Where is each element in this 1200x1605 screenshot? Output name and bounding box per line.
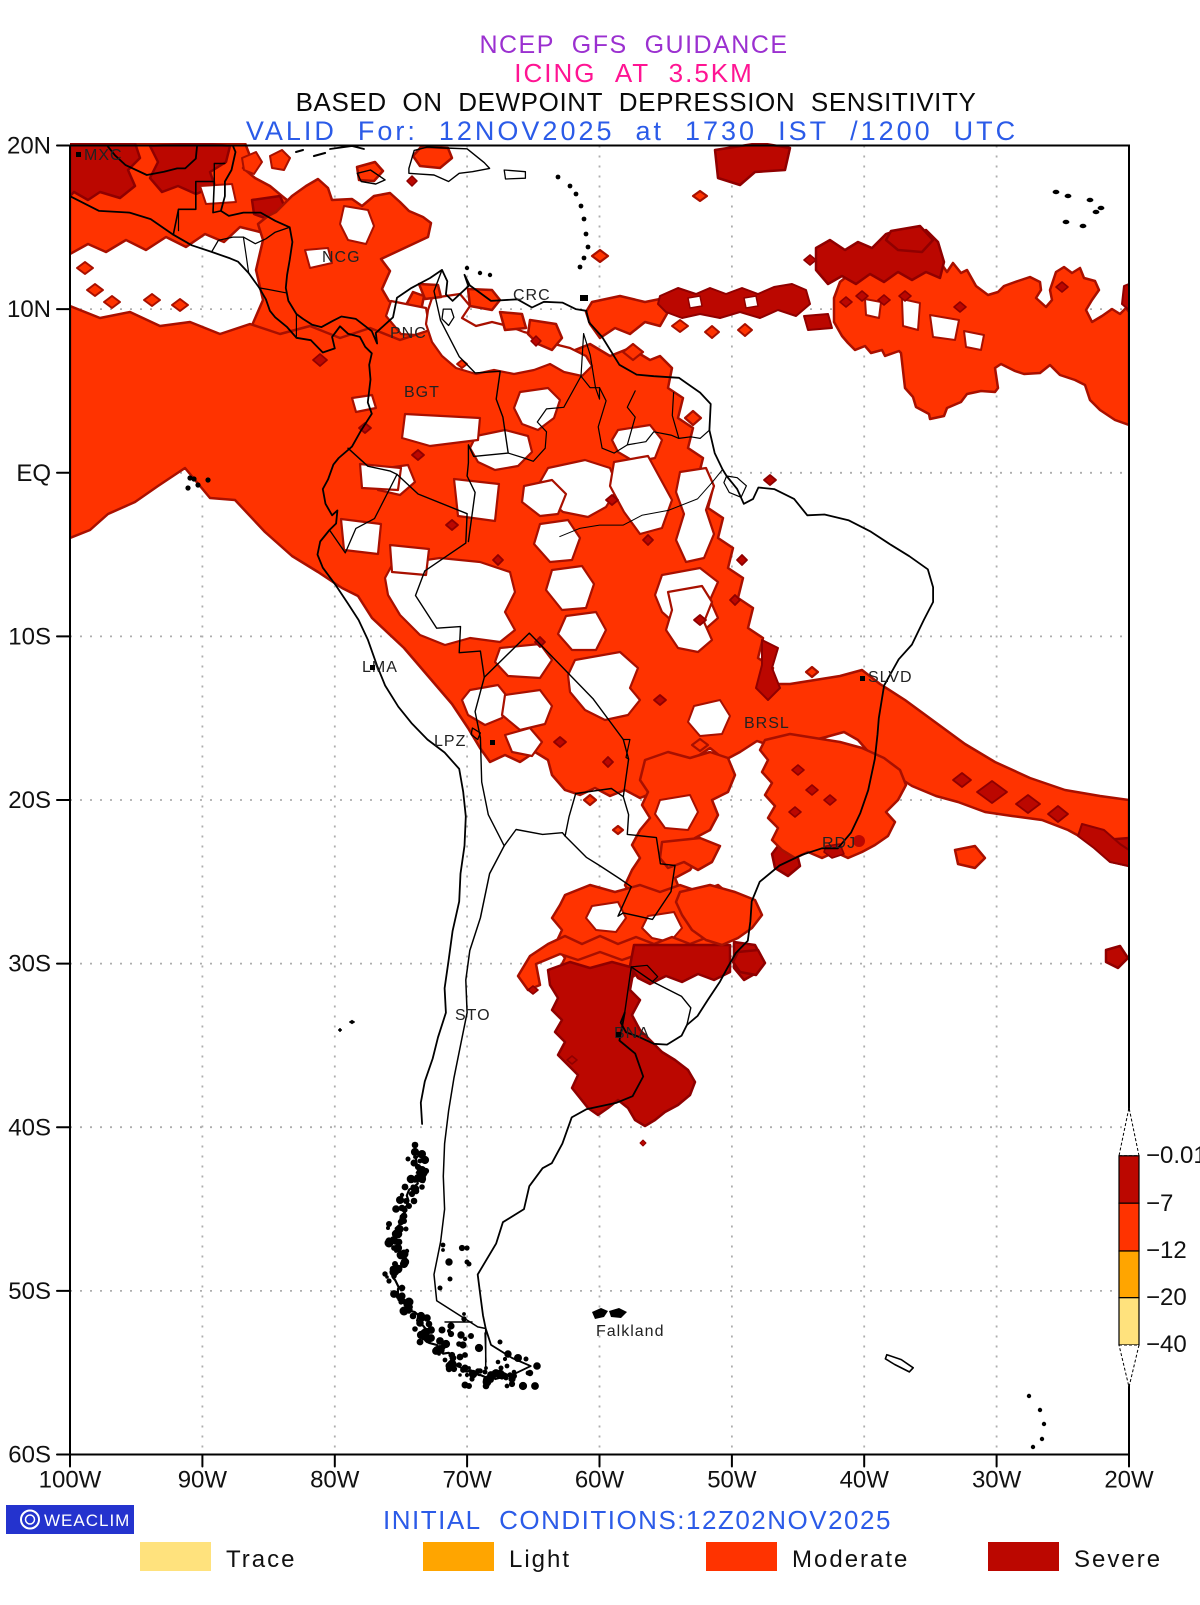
svg-text:MXC: MXC <box>84 147 123 164</box>
svg-text:30S: 30S <box>8 951 51 978</box>
svg-text:50W: 50W <box>707 1467 757 1494</box>
svg-text:−12: −12 <box>1146 1237 1187 1264</box>
svg-text:BRSL: BRSL <box>744 715 790 732</box>
svg-text:80W: 80W <box>310 1467 360 1494</box>
svg-text:VALID For: 12NOV2025 at 17: VALID For: 12NOV2025 at 1730 IST /1200 U… <box>246 116 1018 146</box>
svg-text:70W: 70W <box>442 1467 492 1494</box>
svg-text:Severe: Severe <box>1074 1546 1162 1573</box>
svg-text:CRC: CRC <box>513 287 551 304</box>
svg-text:40W: 40W <box>840 1467 890 1494</box>
svg-text:40S: 40S <box>8 1114 51 1141</box>
svg-text:WEACLIM: WEACLIM <box>44 1511 130 1530</box>
svg-text:60S: 60S <box>8 1442 51 1469</box>
svg-text:−7: −7 <box>1146 1190 1173 1217</box>
svg-text:−20: −20 <box>1146 1284 1187 1311</box>
svg-text:20N: 20N <box>7 133 51 160</box>
svg-text:Trace: Trace <box>226 1546 296 1573</box>
svg-text:LPZ: LPZ <box>434 733 466 750</box>
svg-text:10S: 10S <box>8 623 51 650</box>
svg-text:20S: 20S <box>8 787 51 814</box>
svg-text:Falkland: Falkland <box>596 1323 664 1340</box>
svg-text:SLVD: SLVD <box>868 669 913 686</box>
svg-text:60W: 60W <box>575 1467 625 1494</box>
svg-text:30W: 30W <box>972 1467 1022 1494</box>
svg-text:PNC: PNC <box>390 325 427 342</box>
svg-text:ICING AT 3.5KM: ICING AT 3.5KM <box>514 58 754 88</box>
svg-text:NCEP GFS GUIDANCE: NCEP GFS GUIDANCE <box>479 31 788 59</box>
svg-text:−0.01: −0.01 <box>1146 1142 1200 1169</box>
svg-text:EQ: EQ <box>16 460 51 487</box>
svg-text:RDJ: RDJ <box>822 835 856 852</box>
svg-text:50S: 50S <box>8 1278 51 1305</box>
svg-text:LMA: LMA <box>362 659 398 676</box>
svg-text:Light: Light <box>509 1546 571 1573</box>
svg-text:BGT: BGT <box>404 384 440 401</box>
svg-text:BASED ON DEWPOINT DEPRESSIO: BASED ON DEWPOINT DEPRESSION SENSITIVITY <box>296 87 977 117</box>
svg-text:−40: −40 <box>1146 1331 1187 1358</box>
svg-text:20W: 20W <box>1104 1467 1154 1494</box>
svg-text:10N: 10N <box>7 296 51 323</box>
svg-text:STO: STO <box>455 1007 491 1024</box>
svg-text:INITIAL CONDITIONS:12Z02NOV20: INITIAL CONDITIONS:12Z02NOV2025 <box>383 1505 892 1535</box>
svg-text:100W: 100W <box>39 1467 102 1494</box>
svg-text:Moderate: Moderate <box>792 1546 909 1573</box>
svg-text:90W: 90W <box>178 1467 228 1494</box>
svg-text:BNA: BNA <box>614 1025 650 1042</box>
svg-text:NCG: NCG <box>322 249 361 266</box>
